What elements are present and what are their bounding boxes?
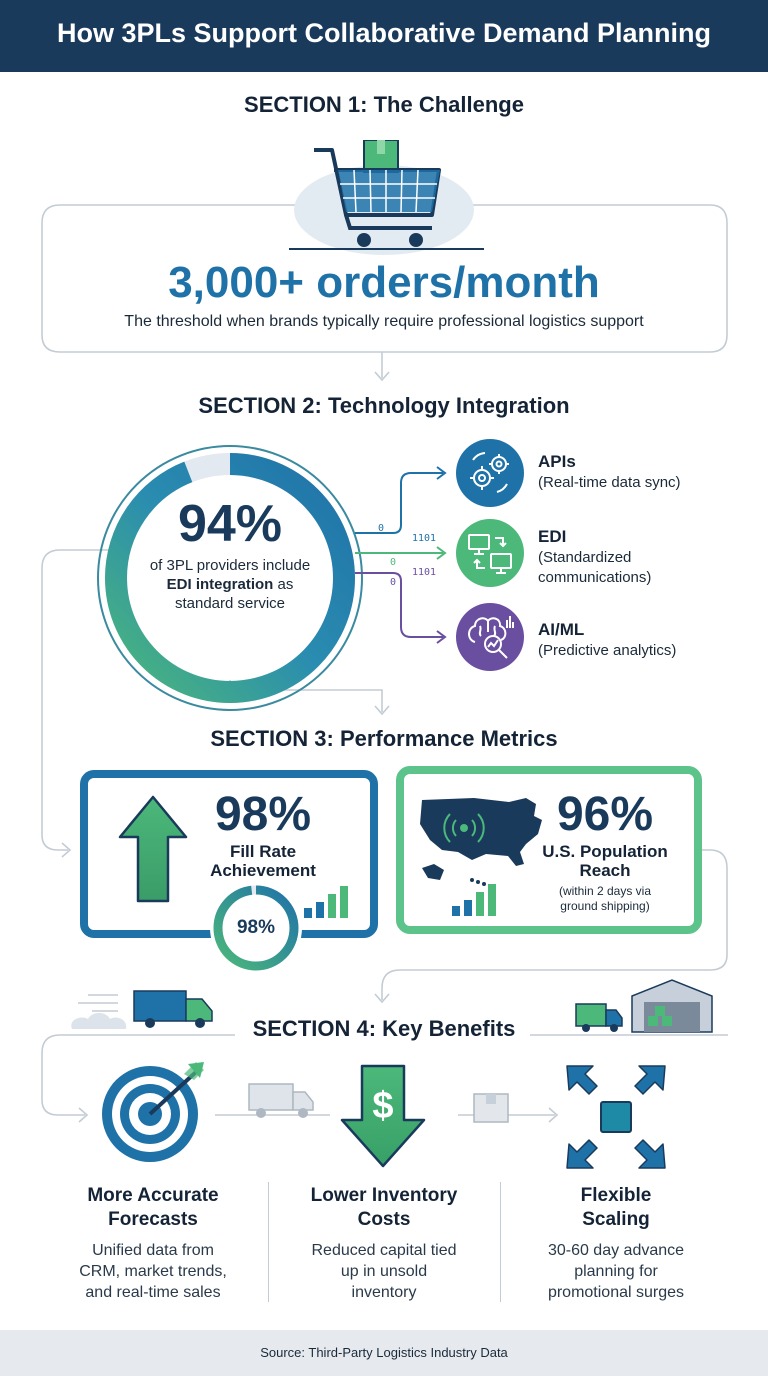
benefit2-desc-1: Reduced capital tied [311, 1242, 457, 1259]
binary-2: 1101 [412, 533, 437, 544]
footer-bar [0, 1330, 768, 1376]
gears-icon [456, 439, 524, 507]
edi-desc-as: as [277, 576, 294, 593]
edi-label: EDI [538, 527, 567, 546]
warehouse-truck-icon [575, 979, 713, 1033]
benefit1-title-2: Forecasts [108, 1209, 198, 1230]
edi-desc-bold: EDI integration [166, 576, 274, 593]
expand-arrows-icon [566, 1065, 666, 1169]
edi-desc-end: standard service [174, 595, 286, 612]
ring-progress [105, 453, 355, 703]
page-title: How 3PLs Support Collaborative Demand Pl… [56, 18, 712, 48]
gauge-value: 98% [236, 917, 276, 938]
section1-heading: SECTION 1: The Challenge [244, 92, 524, 117]
benefit3-desc-3: promotional surges [547, 1284, 685, 1301]
benefit3-desc-2: planning for [574, 1263, 658, 1280]
svg-text:$: $ [372, 1085, 393, 1127]
header-bar [0, 0, 768, 72]
truck-gray-icon [248, 1083, 314, 1118]
apis-label: APIs [538, 452, 576, 471]
benefit1-title-1: More Accurate [87, 1185, 219, 1206]
gauge-progress [213, 885, 299, 971]
benefit1-desc-2: CRM, market trends, [79, 1263, 227, 1280]
binary-1: 0 [378, 523, 385, 534]
dollar-down-arrow-icon: $ [340, 1064, 426, 1168]
source-text: Source: Third-Party Logistics Industry D… [260, 1345, 508, 1360]
edi-desc-line1: of 3PL providers include [149, 557, 311, 574]
section3-heading: SECTION 3: Performance Metrics [210, 726, 558, 751]
benefit2-desc-3: inventory [351, 1284, 417, 1301]
edi-sub-1: (Standardized [538, 549, 632, 566]
fill-rate-label-2: Achievement [210, 861, 316, 880]
fill-rate-value: 98% [214, 788, 312, 841]
benefit1-desc-3: and real-time sales [85, 1284, 221, 1301]
up-arrow-icon [118, 795, 188, 903]
apis-sub: (Real-time data sync) [538, 474, 681, 491]
benefit3-title-2: Scaling [582, 1209, 650, 1230]
section4-heading: SECTION 4: Key Benefits [252, 1016, 516, 1041]
computers-icon [456, 519, 524, 587]
binary-3: 0 [390, 557, 397, 568]
benefit-divider-2 [500, 1182, 501, 1302]
reach-label-2: Reach [579, 861, 631, 880]
reach-note-1: (within 2 days via [558, 884, 652, 898]
edi-description: of 3PL providers include EDI integration… [130, 556, 330, 613]
reach-note-2: ground shipping) [560, 899, 650, 913]
orders-stat: 3,000+ orders/month [168, 258, 600, 307]
section2-heading: SECTION 2: Technology Integration [198, 393, 570, 418]
aiml-label: AI/ML [538, 620, 585, 639]
ring-chart [97, 445, 363, 711]
threshold-description: The threshold when brands typically requ… [124, 313, 644, 330]
edi-percent: 94% [177, 495, 283, 553]
bar-growth-icon-2 [452, 884, 496, 916]
us-map-icon [420, 798, 542, 886]
benefit2-desc-2: up in unsold [340, 1263, 428, 1280]
fill-rate-gauge [210, 882, 302, 974]
shopping-cart-icon [289, 140, 484, 255]
tech-connectors [355, 466, 447, 644]
edi-sub-2: communications) [538, 569, 652, 586]
bar-growth-icon [304, 886, 348, 918]
truck-left-icon [71, 990, 213, 1029]
benefit3-desc-1: 30-60 day advance [547, 1242, 685, 1259]
benefit-divider-1 [268, 1182, 269, 1302]
reach-label-1: U.S. Population [542, 842, 668, 861]
binary-4: 1101 [412, 567, 437, 578]
brain-icon [456, 603, 524, 671]
target-icon [102, 1062, 204, 1162]
fill-rate-label-1: Fill Rate [229, 842, 297, 861]
benefit3-title-1: Flexible [580, 1185, 652, 1206]
aiml-sub: (Predictive analytics) [538, 642, 677, 659]
benefit1-desc-1: Unified data from [92, 1242, 214, 1259]
benefit2-title-1: Lower Inventory [310, 1185, 458, 1206]
reach-value: 96% [556, 788, 654, 841]
benefit2-title-2: Costs [357, 1209, 411, 1230]
binary-5: 0 [390, 577, 397, 588]
package-icon [473, 1093, 509, 1123]
